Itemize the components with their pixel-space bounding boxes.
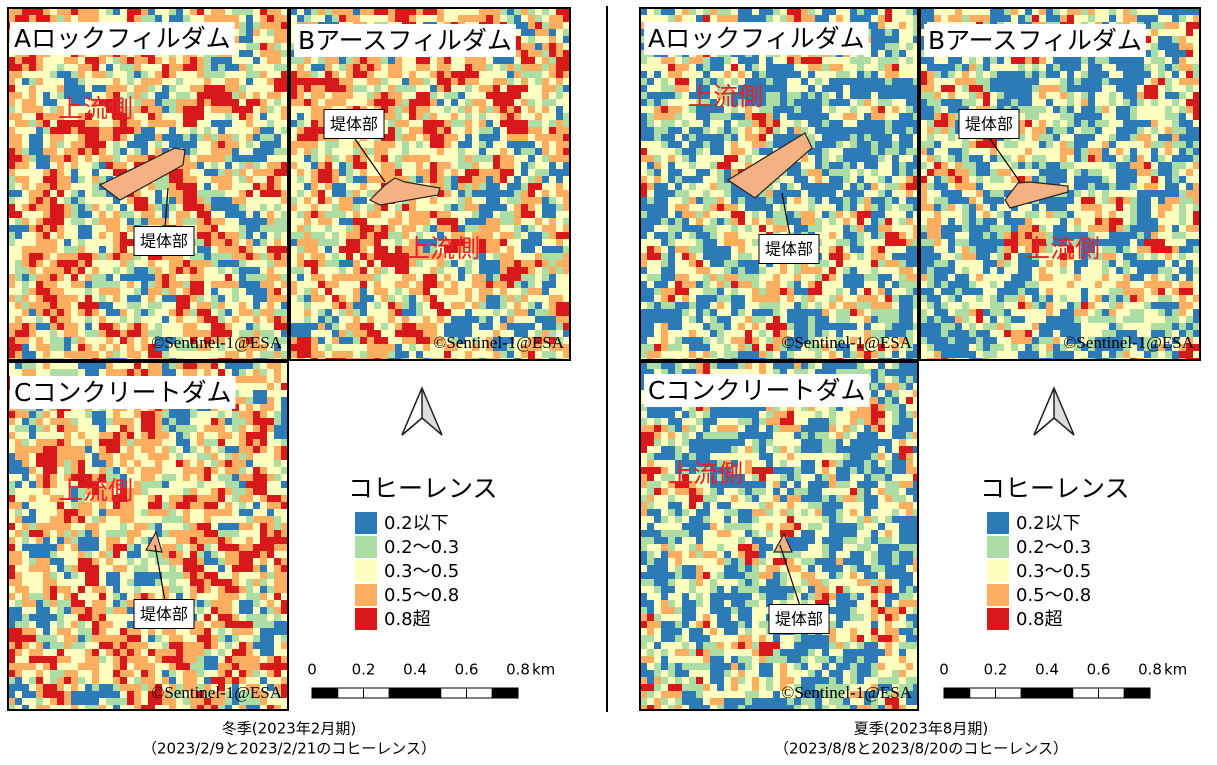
scale-segment xyxy=(312,688,338,698)
legend-swatch xyxy=(987,560,1009,582)
scale-unit: km xyxy=(532,661,555,679)
dam-label: 堤体部 xyxy=(965,115,1013,134)
credit: ©Sentinel-1@ESA xyxy=(433,333,564,352)
map-label: Aロックフィルダム xyxy=(648,24,865,53)
legend-swatch xyxy=(987,536,1009,558)
figure: Aロックフィルダム上流側堤体部©Sentinel-1@ESABアースフィルダム上… xyxy=(0,0,1217,765)
upstream-label: 上流側 xyxy=(668,459,743,488)
scale-segment xyxy=(441,688,467,698)
dam-label: 堤体部 xyxy=(330,115,378,134)
scale-segment xyxy=(1047,688,1073,698)
credit: ©Sentinel-1@ESA xyxy=(151,333,282,352)
legend-label: 0.2～0.3 xyxy=(1016,537,1091,558)
scale-segment xyxy=(415,688,441,698)
scale-label: 0.2 xyxy=(984,661,1008,679)
scale-label: 0.6 xyxy=(455,661,479,679)
scale-segment xyxy=(1099,688,1125,698)
scale-segment xyxy=(1073,688,1099,698)
north-arrow-shade xyxy=(1034,388,1054,435)
upstream-label: 上流側 xyxy=(1025,234,1100,263)
north-arrow-shade xyxy=(402,388,422,435)
coherence-raster xyxy=(640,362,918,710)
credit: ©Sentinel-1@ESA xyxy=(151,683,282,702)
scale-label: 0 xyxy=(939,661,949,679)
dam-label: 堤体部 xyxy=(140,232,188,251)
legend-label: 0.5～0.8 xyxy=(1016,585,1091,606)
legend-title: コヒーレンス xyxy=(980,474,1130,503)
map-label: Aロックフィルダム xyxy=(14,24,231,53)
scale-label: 0.4 xyxy=(403,661,427,679)
legend-label: 0.8超 xyxy=(384,609,431,630)
upstream-label: 上流側 xyxy=(58,94,133,123)
legend-swatch xyxy=(987,608,1009,630)
legend-label: 0.3～0.5 xyxy=(1016,561,1091,582)
upstream-label: 上流側 xyxy=(688,82,763,111)
scale-segment xyxy=(492,688,518,698)
coherence-raster xyxy=(920,8,1200,360)
legend-label: 0.2以下 xyxy=(1016,513,1081,534)
dam-label: 堤体部 xyxy=(140,605,188,624)
scale-segment xyxy=(338,688,364,698)
legend-swatch xyxy=(987,584,1009,606)
coherence-raster xyxy=(8,362,288,710)
scale-segment xyxy=(467,688,493,698)
upstream-label: 上流側 xyxy=(58,476,133,505)
caption: 夏季(2023年8月期) xyxy=(854,720,988,738)
legend-swatch xyxy=(987,512,1009,534)
legend-label: 0.3～0.5 xyxy=(384,561,459,582)
scale-label: 0.4 xyxy=(1035,661,1059,679)
caption: 冬季(2023年2月期) xyxy=(222,720,356,738)
legend-swatch xyxy=(355,608,377,630)
scale-segment xyxy=(1021,688,1047,698)
credit: ©Sentinel-1@ESA xyxy=(1063,333,1194,352)
caption: （2023/8/8と2023/8/20のコヒーレンス） xyxy=(774,740,1068,758)
map-label: Bアースフィルダム xyxy=(298,26,512,55)
scale-segment xyxy=(364,688,390,698)
credit: ©Sentinel-1@ESA xyxy=(781,333,912,352)
scale-label: 0.2 xyxy=(352,661,376,679)
scale-segment xyxy=(944,688,970,698)
scale-label: 0.8 xyxy=(1138,661,1162,679)
scale-segment xyxy=(1124,688,1150,698)
credit: ©Sentinel-1@ESA xyxy=(781,683,912,702)
scale-segment xyxy=(389,688,415,698)
legend-label: 0.8超 xyxy=(1016,609,1063,630)
scale-label: 0.6 xyxy=(1087,661,1111,679)
scale-segment xyxy=(996,688,1022,698)
legend-label: 0.5～0.8 xyxy=(384,585,459,606)
coherence-raster xyxy=(640,8,918,360)
legend-swatch xyxy=(355,536,377,558)
legend-label: 0.2以下 xyxy=(384,513,449,534)
scale-unit: km xyxy=(1164,661,1187,679)
dam-label: 堤体部 xyxy=(765,240,813,259)
legend-title: コヒーレンス xyxy=(348,474,498,503)
map-label: Cコンクリートダム xyxy=(648,376,865,405)
legend-swatch xyxy=(355,560,377,582)
upstream-label: 上流側 xyxy=(405,234,480,263)
caption: （2023/2/9と2023/2/21のコヒーレンス） xyxy=(142,740,436,758)
legend-swatch xyxy=(355,584,377,606)
scale-segment xyxy=(970,688,996,698)
map-label: Cコンクリートダム xyxy=(14,378,231,407)
map-label: Bアースフィルダム xyxy=(928,26,1142,55)
legend-swatch xyxy=(355,512,377,534)
legend-label: 0.2～0.3 xyxy=(384,537,459,558)
scale-label: 0.8 xyxy=(506,661,530,679)
dam-label: 堤体部 xyxy=(775,610,823,629)
scale-label: 0 xyxy=(307,661,317,679)
coherence-raster xyxy=(290,8,570,360)
